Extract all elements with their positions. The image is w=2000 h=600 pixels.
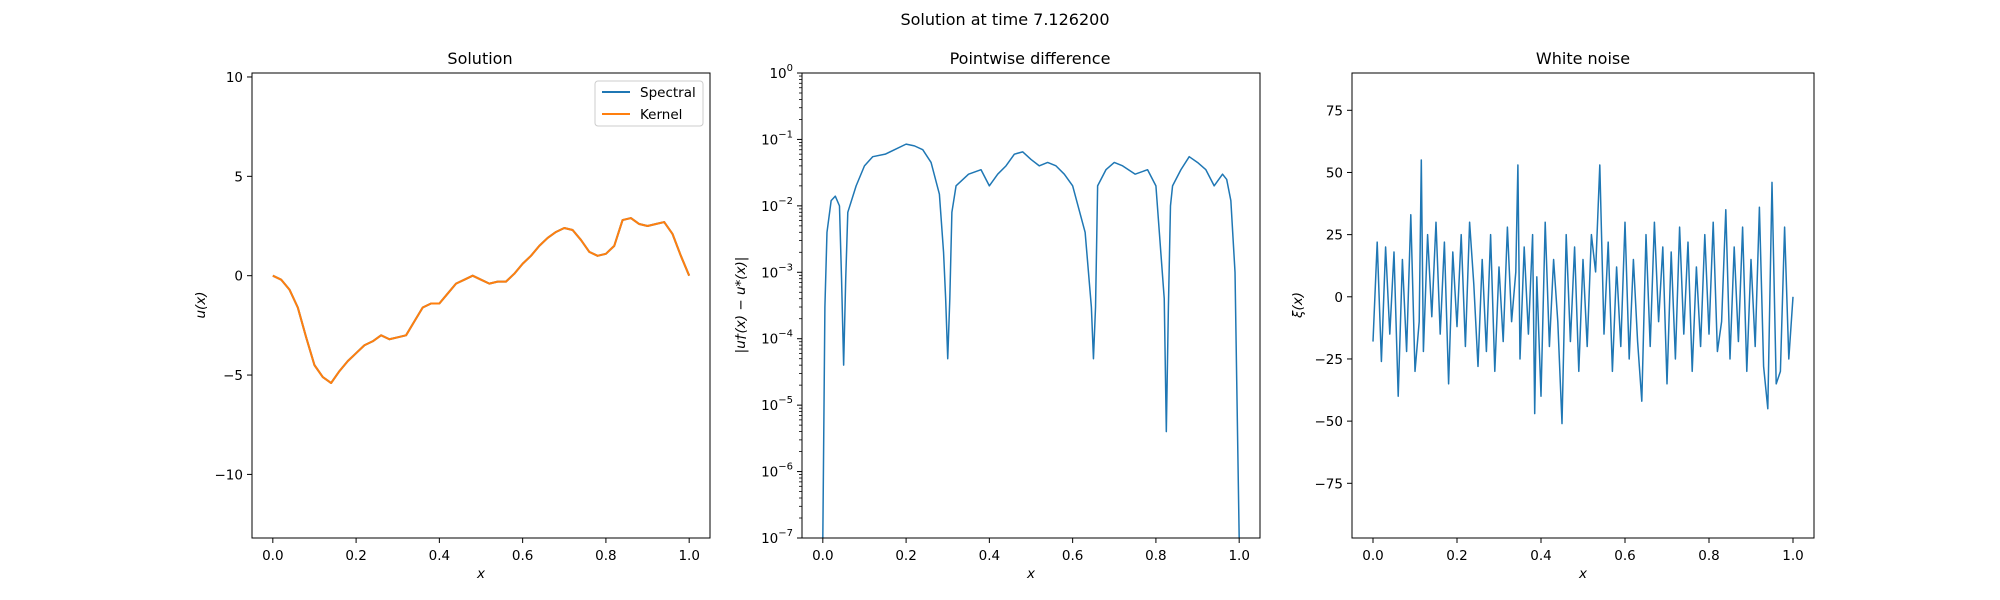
white-noise-plot-title: White noise — [1536, 49, 1630, 68]
spectral-series-line — [272, 217, 691, 384]
pointwise-difference-plot-xlabel: x — [1026, 566, 1036, 582]
difference-ytick-label: 100 — [769, 63, 793, 82]
noise-xtick-label: 0.8 — [1698, 548, 1719, 564]
pointwise-difference-plot-frame — [801, 72, 1261, 539]
noise-ytick-label: 25 — [1326, 228, 1343, 244]
solution-plot-frame — [251, 72, 711, 539]
legend: Spectral Kernel — [594, 80, 704, 127]
pointwise-difference-plot-title: Pointwise difference — [950, 49, 1111, 68]
legend-label-spectral: Spectral — [640, 85, 696, 101]
solution-plot-lines — [272, 217, 691, 384]
figure-title: Solution at time 7.126200 — [900, 10, 1109, 29]
solution-xtick-label: 0.2 — [345, 548, 366, 564]
difference-xtick-label: 0.0 — [812, 548, 833, 564]
white-noise-plot-ticks: 0.0 0.2 0.4 0.6 0.8 1.0 75 50 25 0 −25 −50 −75 — [1315, 103, 1804, 564]
difference-ytick-label: 10−2 — [761, 196, 793, 215]
noise-xtick-label: 0.4 — [1530, 548, 1551, 564]
noise-ytick-label: −75 — [1315, 476, 1344, 492]
solution-xtick-label: 0.4 — [429, 548, 450, 564]
solution-xtick-label: 0.8 — [595, 548, 616, 564]
pointwise-difference-plot-lines — [822, 143, 1240, 539]
solution-ytick-label: 10 — [226, 70, 243, 86]
difference-ytick-label: 10−6 — [761, 462, 793, 481]
difference-ytick-label: 10−7 — [761, 528, 793, 547]
solution-ytick-label: −5 — [223, 368, 243, 384]
kernel-series-line — [272, 217, 691, 384]
white-noise-plot-ylabel: ξ(x) — [1290, 292, 1306, 319]
solution-plot-title: Solution — [447, 49, 512, 68]
solution-plot-ylabel: u(x) — [193, 291, 209, 318]
pointwise-difference-plot-ticks: 0.0 0.2 0.4 0.6 0.8 1.0 100 10−1 10−2 10−3 10−4 10−… — [761, 63, 1250, 564]
noise-series-line — [1372, 159, 1794, 425]
noise-xtick-label: 0.2 — [1446, 548, 1467, 564]
noise-xtick-label: 0.6 — [1614, 548, 1635, 564]
solution-ytick-label: 0 — [234, 269, 243, 285]
white-noise-plot-lines — [1372, 159, 1794, 425]
solution-plot-xlabel: x — [476, 566, 486, 582]
solution-plot: Solution 0.0 0.2 0.4 0.6 0.8 1.0 10 5 0 −5 −10 x u… — [193, 49, 711, 582]
noise-ytick-label: 50 — [1326, 165, 1343, 181]
difference-xtick-label: 0.2 — [895, 548, 916, 564]
difference-xtick-label: 0.6 — [1062, 548, 1083, 564]
difference-ytick-label: 10−4 — [761, 329, 793, 348]
solution-xtick-label: 0.6 — [512, 548, 533, 564]
difference-ytick-label: 10−1 — [761, 129, 793, 148]
noise-ytick-label: −50 — [1315, 414, 1344, 430]
difference-xtick-label: 0.4 — [979, 548, 1000, 564]
white-noise-plot-frame — [1351, 72, 1815, 539]
solution-xtick-label: 1.0 — [678, 548, 699, 564]
noise-xtick-label: 1.0 — [1782, 548, 1803, 564]
white-noise-plot-xlabel: x — [1578, 566, 1588, 582]
legend-label-kernel: Kernel — [640, 107, 682, 123]
noise-xtick-label: 0.0 — [1362, 548, 1383, 564]
difference-xtick-label: 1.0 — [1228, 548, 1249, 564]
difference-xtick-label: 0.8 — [1145, 548, 1166, 564]
pointwise-difference-plot-ylabel: |u†(x) − u*(x)| — [733, 257, 749, 354]
noise-ytick-label: −25 — [1315, 352, 1344, 368]
solution-xtick-label: 0.0 — [262, 548, 283, 564]
solution-plot-ticks: 0.0 0.2 0.4 0.6 0.8 1.0 10 5 0 −5 −10 — [215, 70, 700, 564]
white-noise-plot: White noise 0.0 0.2 0.4 0.6 0.8 1.0 75 50 25 0 −25… — [1290, 49, 1815, 582]
difference-series-line — [822, 143, 1240, 539]
pointwise-difference-plot: Pointwise difference 0.0 0.2 0.4 0.6 0.8 1.0 1… — [733, 49, 1261, 582]
noise-ytick-label: 75 — [1326, 103, 1343, 119]
difference-ytick-label: 10−3 — [761, 262, 793, 281]
solution-ytick-label: 5 — [234, 169, 243, 185]
noise-ytick-label: 0 — [1334, 290, 1343, 306]
difference-ytick-label: 10−5 — [761, 395, 793, 414]
solution-ytick-label: −10 — [215, 467, 244, 483]
